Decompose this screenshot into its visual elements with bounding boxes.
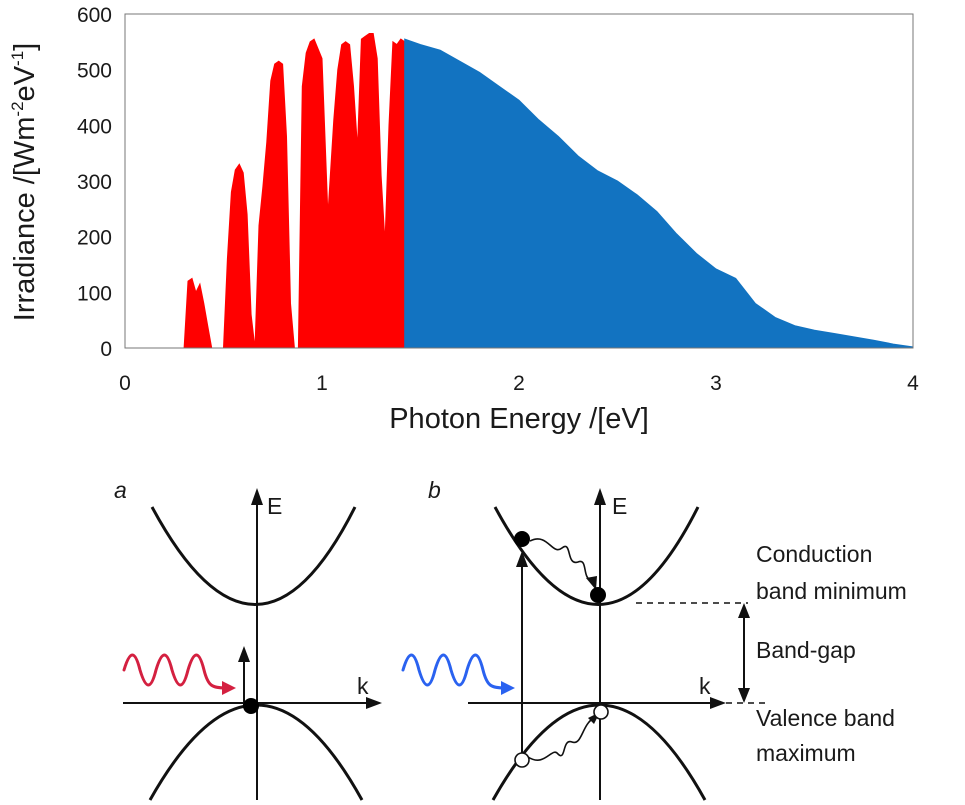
y-axis-label-main: Irradiance /[Wm (9, 117, 41, 322)
vbm-label-line1: Valence band (756, 705, 895, 731)
y-axis-label-sup2: -1 (8, 51, 27, 66)
series-area-0 (183, 33, 406, 349)
y-axis-label-sup1: -2 (8, 101, 27, 116)
panel-a-e-arrowhead (251, 488, 263, 505)
x-tick-label: 1 (316, 372, 328, 395)
y-axis-label-end: ] (9, 43, 41, 51)
panel-a-electron (243, 698, 259, 714)
panel-b-hole-relaxation (527, 717, 595, 761)
y-tick-label: 400 (77, 115, 112, 138)
plot-frame (124, 13, 914, 349)
cbm-label-line1: Conduction (756, 541, 872, 567)
y-tick-label: 200 (77, 227, 112, 250)
panel-b-cbm-electron (590, 587, 606, 603)
panel-b-k-label: k (699, 673, 711, 699)
x-tick-label: 0 (119, 372, 131, 395)
panel-a-k-label: k (357, 673, 369, 699)
y-axis-label: Irradiance /[Wm-2eV-1] (8, 43, 41, 321)
panel-b-label: b (428, 477, 441, 503)
x-tick-label: 3 (710, 372, 722, 395)
x-axis-label: Photon Energy /[eV] (389, 403, 649, 435)
band-diagram-b: b E k Conduction band minimum (401, 477, 907, 801)
y-tick-labels: 0 100 200 300 400 500 600 (77, 4, 112, 361)
band-gap-arrowhead-bottom (738, 688, 750, 703)
panel-b-photon-wave (401, 653, 507, 690)
irradiance-chart: 0 100 200 300 400 500 600 0 1 2 3 4 Photon Energy … (8, 4, 919, 435)
x-tick-label: 4 (907, 372, 919, 395)
y-tick-label: 600 (77, 4, 112, 27)
panel-a-label: a (114, 477, 127, 503)
panel-b-hot-electron (514, 531, 530, 547)
panel-a-photon-wave (122, 653, 228, 690)
panel-a-e-label: E (267, 493, 282, 519)
y-axis-label-mid: eV (9, 65, 41, 101)
panel-a-photon-arrowhead (222, 681, 236, 695)
panel-b-e-arrowhead (594, 488, 606, 505)
y-tick-label: 500 (77, 60, 112, 83)
panel-b-vbm-hole (593, 704, 609, 720)
panel-a-k-arrowhead (366, 697, 382, 709)
panel-b-hot-hole (514, 752, 530, 768)
panel-b-conduction-band (493, 506, 700, 606)
panel-b-electron-relaxation-arrowhead (586, 576, 597, 590)
panel-a-conduction-band (150, 506, 357, 606)
panel-b-electron-relaxation (529, 538, 592, 581)
band-gap-arrowhead-top (738, 603, 750, 618)
panel-b-excitation-arrowhead (516, 551, 528, 567)
panel-b-photon-arrowhead (501, 681, 515, 695)
x-tick-labels: 0 1 2 3 4 (119, 372, 919, 395)
series-layer (125, 33, 914, 349)
series-area-1 (404, 38, 914, 349)
y-tick-label: 300 (77, 171, 112, 194)
band-gap-label: Band-gap (756, 637, 856, 663)
vbm-label-line2: maximum (756, 740, 856, 766)
cbm-label-line2: band minimum (756, 578, 907, 604)
panel-b-k-arrowhead (710, 697, 726, 709)
panel-b-e-label: E (612, 493, 627, 519)
x-tick-label: 2 (513, 372, 525, 395)
y-tick-label: 100 (77, 282, 112, 305)
y-tick-label: 0 (100, 338, 112, 361)
panel-a-excitation-arrowhead (238, 646, 250, 662)
band-diagram-a: a E k (114, 477, 382, 801)
